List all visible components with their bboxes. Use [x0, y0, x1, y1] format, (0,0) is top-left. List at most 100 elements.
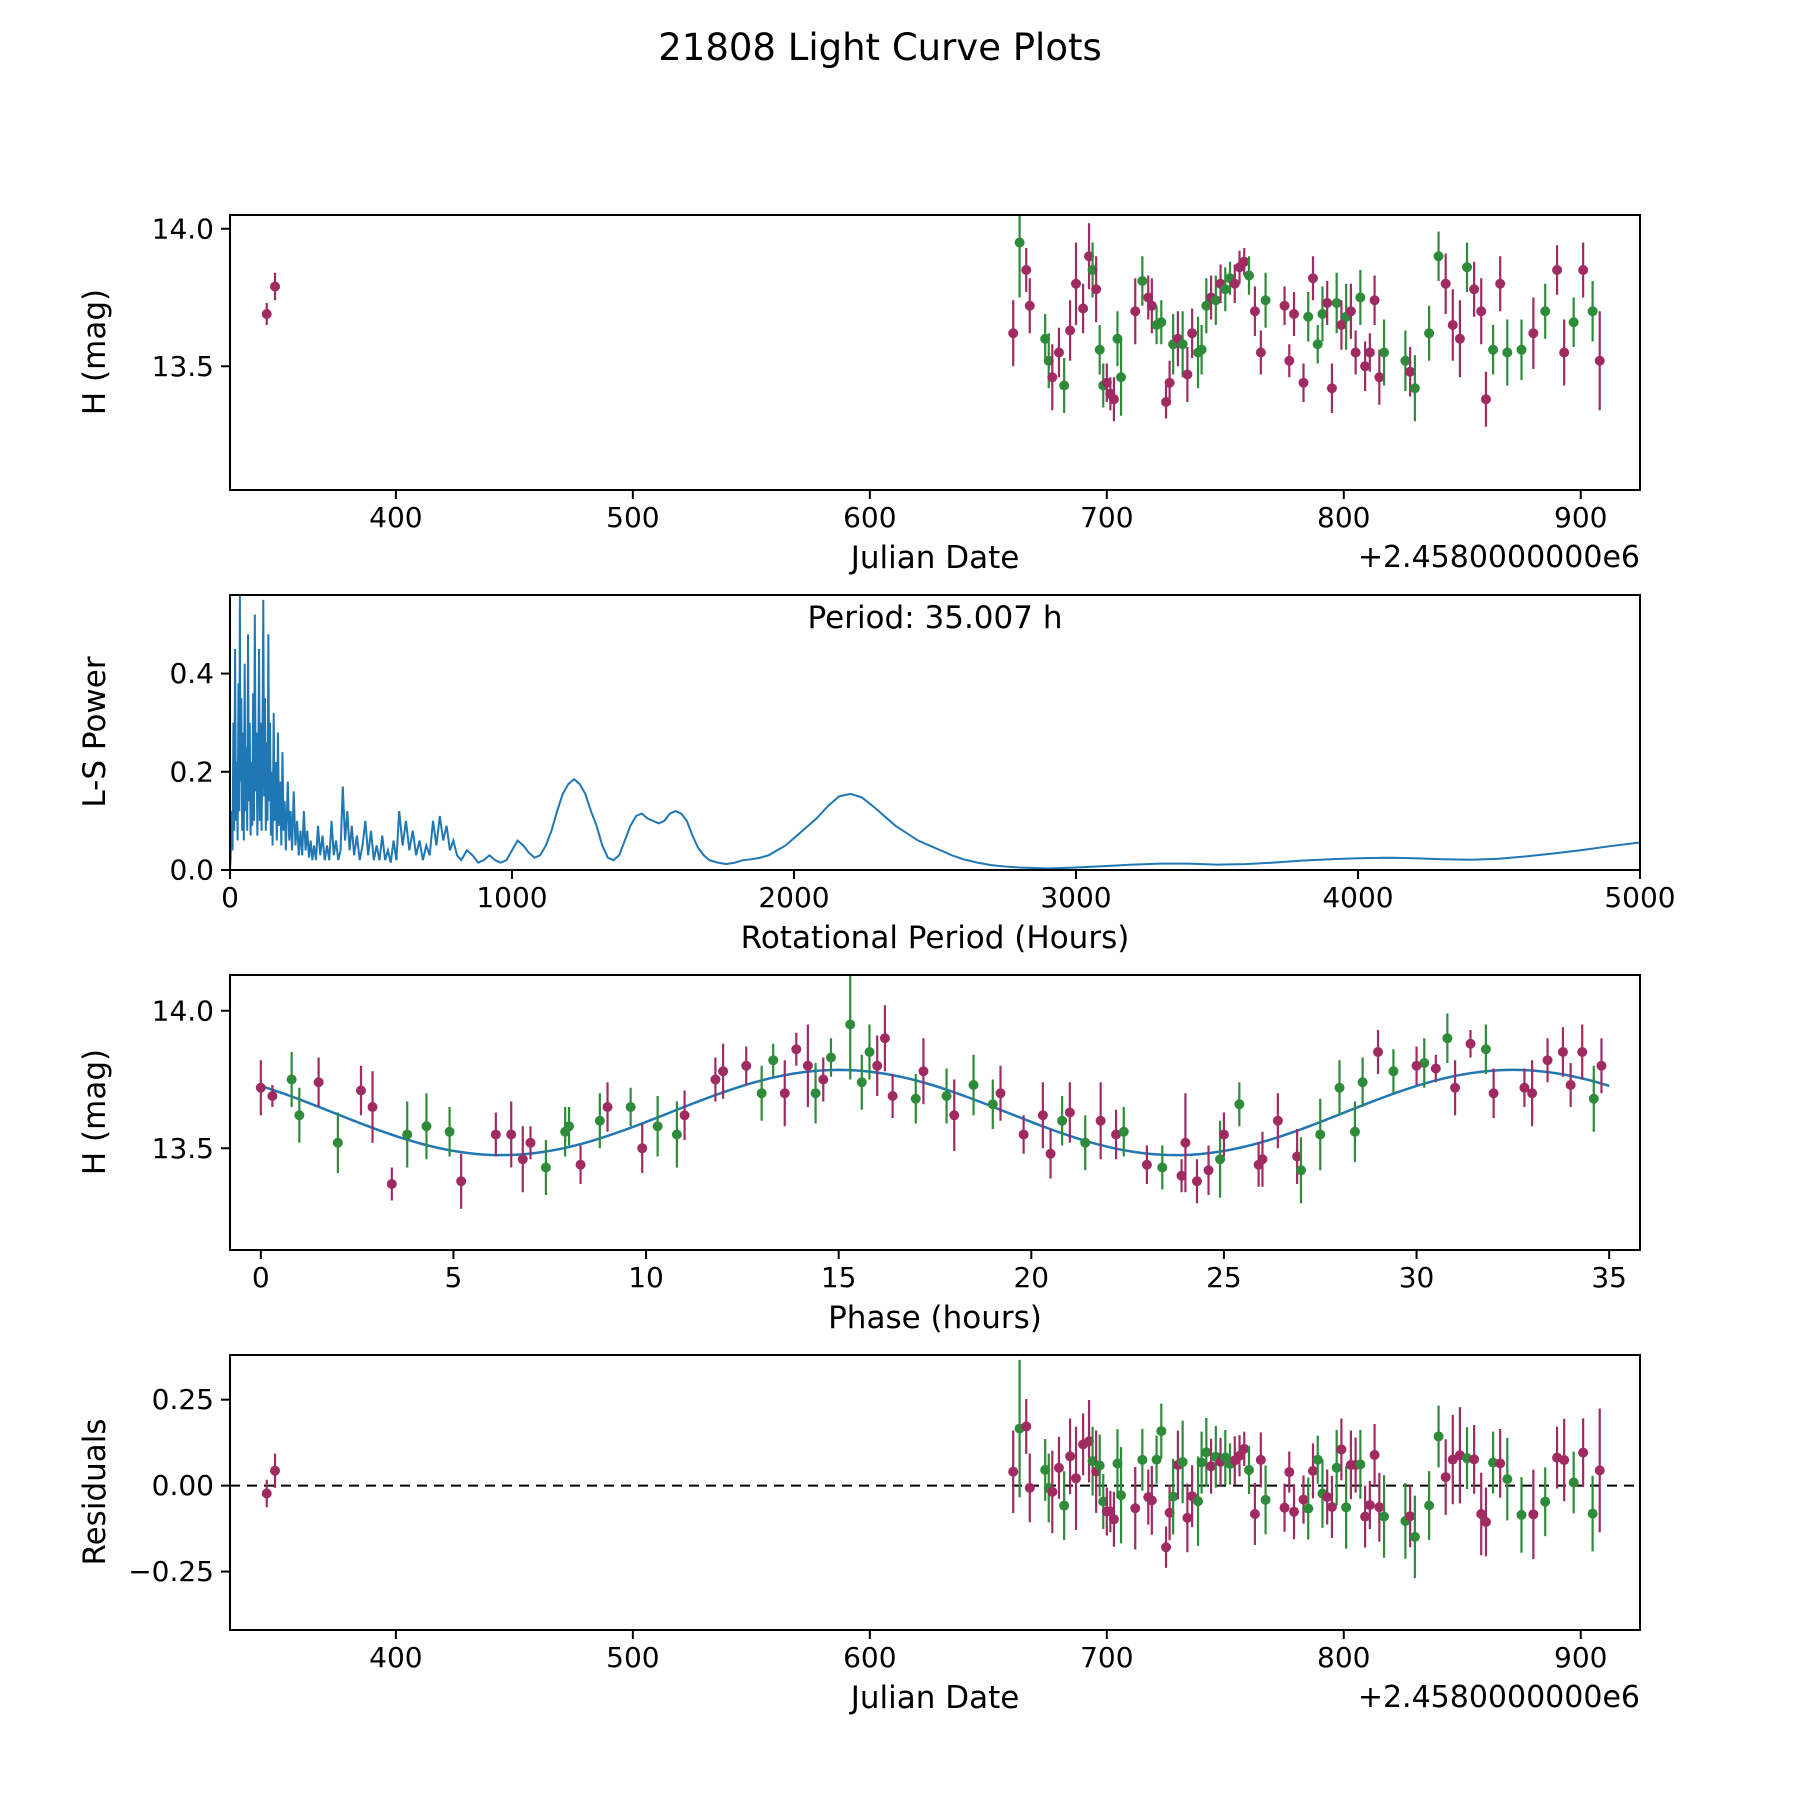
data-point [1180, 1137, 1191, 1148]
data-point [1355, 292, 1366, 303]
data-point [540, 1162, 551, 1173]
data-point [1379, 1511, 1390, 1522]
data-point [1094, 1460, 1105, 1471]
data-point [1303, 311, 1314, 322]
data-point [1249, 306, 1260, 317]
data-point [1059, 1500, 1070, 1511]
data-point [1137, 276, 1148, 286]
period-annotation: Period: 35.007 h [807, 600, 1063, 636]
data-point [1540, 1496, 1551, 1507]
data-point [1495, 1458, 1506, 1469]
data-point [1024, 300, 1035, 311]
data-point [1065, 325, 1076, 336]
data-point [1111, 1129, 1122, 1140]
data-point [1108, 1514, 1119, 1525]
data-point [1480, 1517, 1491, 1528]
x-tick-label: 35 [1591, 1261, 1627, 1294]
data-point [1577, 1047, 1588, 1057]
x-tick-label: 1000 [476, 881, 547, 914]
data-point [1430, 1063, 1441, 1074]
data-point [1557, 1047, 1568, 1057]
data-point [1292, 1151, 1303, 1162]
data-point [1116, 1490, 1127, 1501]
data-point [1519, 1082, 1530, 1093]
data-point [1502, 347, 1513, 358]
data-point [1516, 1509, 1527, 1520]
data-point [1542, 1055, 1553, 1066]
data-point [421, 1121, 432, 1132]
data-point [1360, 361, 1371, 372]
data-point [402, 1129, 413, 1140]
data-point [1424, 1500, 1435, 1511]
data-point [1400, 355, 1411, 366]
data-point [1116, 372, 1127, 383]
data-point [1146, 300, 1157, 311]
data-point [810, 1088, 821, 1099]
data-point [1094, 344, 1105, 355]
data-point [1568, 317, 1579, 328]
data-point [1469, 1454, 1480, 1465]
data-point [910, 1093, 921, 1104]
data-point [506, 1129, 517, 1140]
data-point [1424, 328, 1435, 339]
data-point [1137, 1454, 1148, 1465]
data-point [1080, 1137, 1091, 1148]
data-point [1164, 377, 1175, 388]
data-point [1588, 1093, 1599, 1104]
data-point [1239, 1443, 1250, 1454]
data-point [818, 1074, 829, 1085]
x-tick-label: 400 [369, 501, 422, 534]
data-point [872, 1060, 883, 1071]
data-point [1018, 1129, 1029, 1140]
data-point [1182, 369, 1193, 380]
data-point [1071, 278, 1081, 289]
data-point [1243, 1465, 1254, 1476]
data-point [1350, 347, 1361, 358]
data-point [768, 1055, 779, 1066]
periodogram-frame [229, 594, 1641, 871]
data-point [1326, 383, 1337, 394]
data-point [1108, 394, 1119, 405]
x-tick-label: 0 [252, 1261, 270, 1294]
data-point [294, 1110, 305, 1121]
data-point [1284, 1467, 1295, 1478]
data-point [1045, 1148, 1056, 1159]
data-point [1130, 1503, 1141, 1514]
data-point [261, 1488, 272, 1499]
data-point [313, 1077, 324, 1088]
data-point [1440, 278, 1451, 289]
data-point [270, 1465, 281, 1476]
x-tick-label: 900 [1554, 501, 1607, 534]
data-point [1409, 383, 1420, 394]
data-point [1349, 1126, 1360, 1137]
data-point [1196, 1457, 1207, 1468]
data-point [1454, 333, 1465, 344]
data-point [267, 1091, 278, 1101]
data-point [625, 1102, 636, 1112]
data-point [1357, 1077, 1368, 1088]
data-point [1298, 1494, 1309, 1505]
data-point [1151, 1454, 1162, 1465]
data-point [575, 1159, 586, 1170]
data-point [1203, 1165, 1214, 1176]
data-point [1565, 1080, 1576, 1090]
data-point [1284, 355, 1295, 366]
data-point [1364, 1500, 1375, 1511]
data-point [1379, 347, 1390, 358]
data-point [332, 1137, 343, 1148]
data-point [1220, 284, 1231, 295]
data-point [1578, 265, 1589, 275]
data-point [1552, 265, 1563, 275]
data-point [1355, 1459, 1366, 1470]
data-point [968, 1080, 979, 1090]
y-tick-label: 0.00 [152, 1469, 214, 1502]
data-point [1191, 1176, 1202, 1187]
data-point [1596, 1060, 1607, 1071]
data-point [1480, 394, 1491, 405]
data-point [1568, 1477, 1579, 1488]
data-point [1014, 237, 1025, 248]
data-point [1177, 339, 1188, 350]
light-curve-frame [229, 214, 1641, 491]
data-point [1369, 295, 1380, 306]
data-point [1388, 1066, 1399, 1077]
